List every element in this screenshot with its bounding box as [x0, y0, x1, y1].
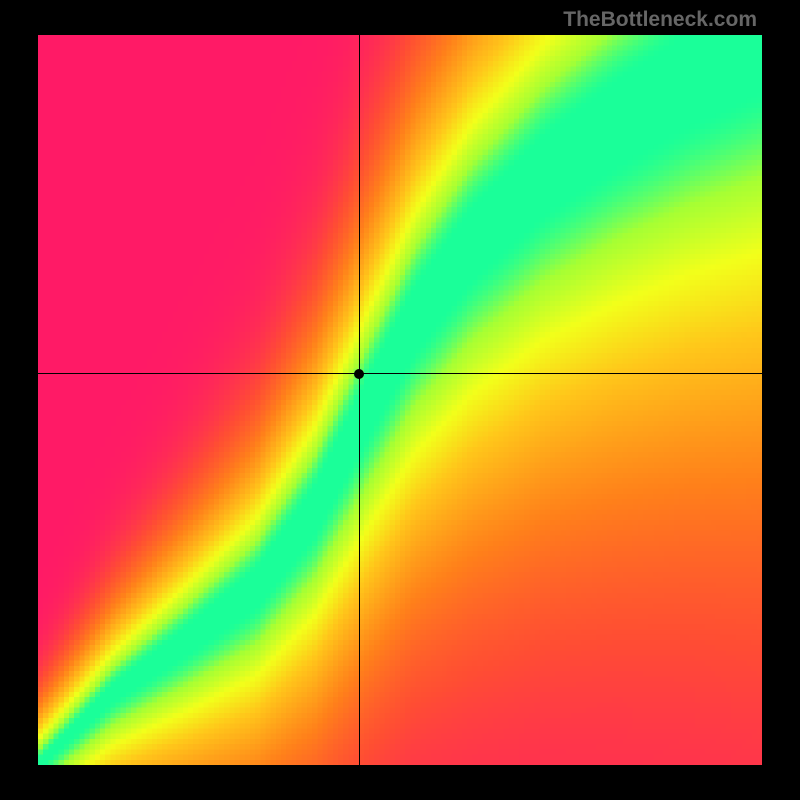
chart-container: { "meta": { "source_watermark": "TheBott… — [0, 0, 800, 800]
crosshair-vertical — [359, 35, 360, 765]
bottleneck-heatmap — [38, 35, 762, 765]
crosshair-horizontal — [38, 373, 762, 374]
watermark-text: TheBottleneck.com — [563, 8, 757, 32]
